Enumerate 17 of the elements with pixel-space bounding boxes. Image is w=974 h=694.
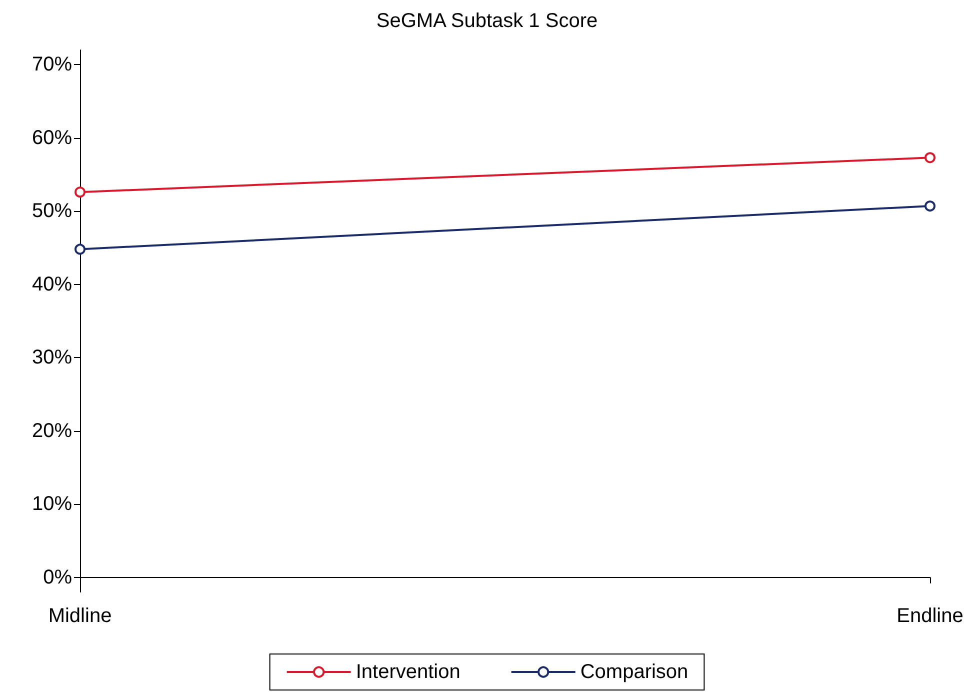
y-tick-label: 70% [32,54,72,76]
point [924,152,936,164]
chart-title: SeGMA Subtask 1 Score [376,10,598,32]
y-tick-label: 50% [32,200,72,222]
point [924,200,936,212]
legend-label: Intervention [356,661,460,683]
y-tick-label: 40% [32,273,72,296]
x-tick-label: Midline [48,605,112,627]
y-tick-label: 30% [32,346,72,369]
y-tick-label: 60% [32,126,72,149]
point [74,244,86,255]
y-tick-label: 10% [32,493,72,516]
x-tick-label: Endline [896,605,964,627]
point [74,186,86,198]
y-tick-label: 0% [43,566,72,588]
y-tick-label: 20% [32,420,72,442]
legend-label: Comparison [580,661,688,683]
